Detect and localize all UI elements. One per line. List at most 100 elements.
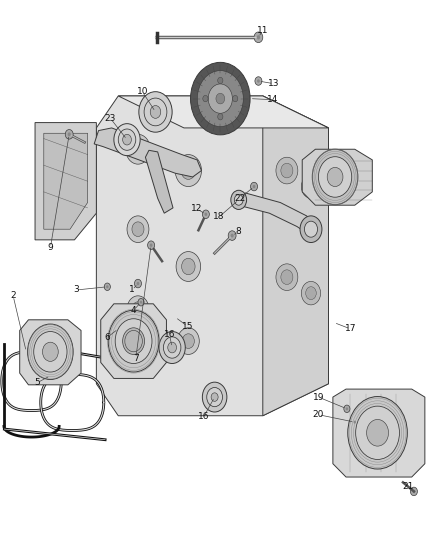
Circle shape — [67, 132, 71, 136]
Circle shape — [367, 419, 389, 446]
Circle shape — [126, 134, 150, 164]
Circle shape — [236, 196, 242, 204]
Circle shape — [300, 216, 322, 243]
Circle shape — [218, 114, 223, 120]
Text: 6: 6 — [104, 333, 110, 342]
Text: 7: 7 — [133, 354, 139, 362]
Circle shape — [251, 182, 258, 191]
Circle shape — [197, 70, 244, 127]
Text: 19: 19 — [313, 393, 324, 401]
Circle shape — [413, 490, 415, 493]
Circle shape — [182, 334, 194, 349]
Circle shape — [233, 95, 238, 102]
Circle shape — [138, 298, 144, 306]
Circle shape — [159, 332, 185, 364]
Circle shape — [115, 319, 152, 364]
Polygon shape — [145, 150, 173, 213]
Circle shape — [148, 241, 155, 249]
Circle shape — [139, 92, 172, 132]
Text: 23: 23 — [105, 114, 116, 123]
Text: 21: 21 — [403, 482, 414, 490]
Circle shape — [203, 95, 208, 102]
Circle shape — [211, 393, 218, 401]
Circle shape — [106, 285, 109, 288]
Circle shape — [123, 134, 131, 145]
Circle shape — [181, 162, 195, 179]
Circle shape — [234, 195, 243, 205]
Polygon shape — [44, 133, 88, 229]
Text: 4: 4 — [131, 306, 136, 314]
Text: 22: 22 — [234, 194, 246, 203]
Text: 12: 12 — [191, 205, 203, 213]
Polygon shape — [263, 96, 328, 416]
Polygon shape — [96, 96, 328, 416]
Circle shape — [356, 406, 399, 459]
Polygon shape — [302, 149, 372, 205]
Circle shape — [34, 332, 67, 372]
Circle shape — [202, 382, 227, 412]
Circle shape — [191, 62, 250, 135]
Circle shape — [276, 264, 298, 290]
Circle shape — [228, 231, 236, 240]
Text: 3: 3 — [74, 286, 80, 294]
Circle shape — [257, 79, 260, 83]
Circle shape — [177, 328, 199, 354]
Circle shape — [131, 141, 145, 157]
Text: 9: 9 — [47, 244, 53, 252]
Circle shape — [127, 296, 149, 322]
Circle shape — [132, 302, 144, 317]
Circle shape — [114, 124, 140, 156]
Circle shape — [205, 213, 207, 216]
Circle shape — [208, 84, 232, 114]
Circle shape — [257, 35, 260, 39]
Circle shape — [42, 342, 58, 361]
Text: 14: 14 — [267, 95, 278, 104]
Circle shape — [410, 487, 417, 496]
Polygon shape — [232, 193, 315, 235]
Circle shape — [301, 175, 321, 198]
Circle shape — [202, 210, 209, 219]
Polygon shape — [20, 320, 81, 385]
Circle shape — [301, 281, 321, 305]
Polygon shape — [333, 389, 425, 477]
Circle shape — [216, 93, 225, 104]
Circle shape — [127, 216, 149, 243]
Polygon shape — [118, 96, 328, 128]
Text: 10: 10 — [137, 87, 148, 96]
Text: 16: 16 — [198, 413, 209, 421]
Circle shape — [327, 167, 343, 187]
Circle shape — [344, 405, 350, 413]
Text: 20: 20 — [313, 410, 324, 419]
Circle shape — [123, 328, 145, 354]
Circle shape — [281, 270, 293, 285]
Circle shape — [134, 279, 141, 288]
Circle shape — [346, 407, 348, 410]
Circle shape — [104, 283, 110, 290]
Circle shape — [150, 244, 152, 247]
Text: 13: 13 — [268, 79, 279, 88]
Circle shape — [218, 77, 223, 84]
Circle shape — [306, 287, 316, 300]
Circle shape — [312, 149, 358, 205]
Circle shape — [176, 252, 201, 281]
Polygon shape — [94, 128, 201, 177]
Circle shape — [28, 324, 73, 379]
Circle shape — [137, 282, 139, 285]
Text: 11: 11 — [257, 26, 268, 35]
Circle shape — [318, 157, 352, 197]
Circle shape — [276, 157, 298, 184]
Circle shape — [118, 129, 136, 150]
Polygon shape — [101, 304, 166, 378]
Text: 16: 16 — [164, 330, 175, 339]
Circle shape — [125, 330, 142, 352]
Circle shape — [254, 32, 263, 43]
Circle shape — [163, 337, 181, 358]
Circle shape — [255, 77, 262, 85]
Circle shape — [144, 98, 167, 126]
Circle shape — [132, 222, 144, 237]
Polygon shape — [35, 123, 96, 240]
Circle shape — [207, 387, 223, 407]
Circle shape — [353, 421, 356, 424]
Circle shape — [175, 155, 201, 187]
Text: 1: 1 — [129, 286, 135, 294]
